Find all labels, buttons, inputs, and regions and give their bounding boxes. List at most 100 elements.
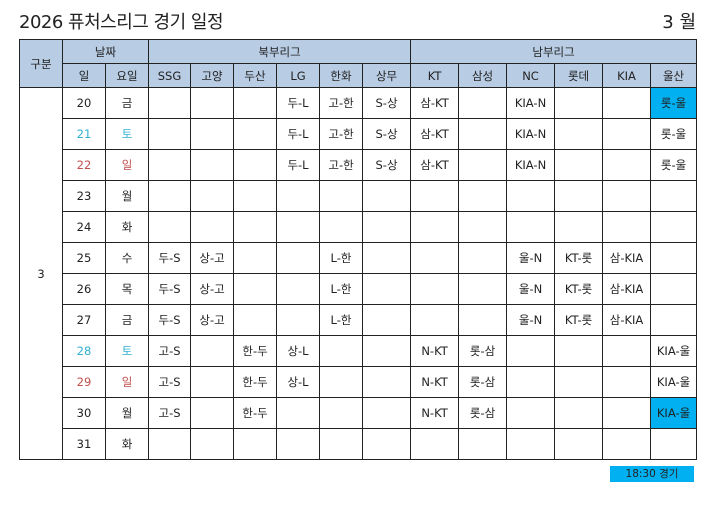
header-team: SSG — [148, 63, 192, 88]
month-label: 3 월 — [662, 12, 696, 33]
game-cell — [602, 180, 652, 212]
game-cell — [233, 149, 278, 181]
weekday-cell: 일 — [104, 366, 150, 398]
weekday-cell: 일 — [104, 149, 150, 181]
day-cell: 26 — [62, 273, 106, 305]
game-cell — [650, 428, 698, 460]
game-cell: L-한 — [319, 273, 364, 305]
header-team: 상무 — [362, 63, 412, 88]
game-cell — [319, 211, 364, 243]
game-cell: 두-S — [148, 304, 192, 336]
game-cell — [190, 335, 235, 367]
weekday-cell: 금 — [104, 304, 150, 336]
game-cell — [276, 211, 321, 243]
table-row: 30 월 고-S 한-두 N-KT 롯-삼 KIA-울 — [20, 397, 698, 429]
game-cell — [650, 211, 698, 243]
game-cell: N-KT — [410, 397, 460, 429]
day-cell: 25 — [62, 242, 106, 274]
table-row: 27 금 두-S 상-고 L-한 울-N KT-롯 삼-KIA — [20, 304, 698, 336]
table-row: 31 화 — [20, 428, 698, 460]
weekday-cell: 월 — [104, 180, 150, 212]
game-cell — [190, 118, 235, 150]
game-cell: 한-두 — [233, 397, 278, 429]
game-cell — [148, 180, 192, 212]
game-cell — [319, 366, 364, 398]
day-cell: 20 — [62, 87, 106, 119]
game-cell: N-KT — [410, 366, 460, 398]
table-row: 22 일 두-L 고-한 S-상 삼-KT KIA-N 롯-울 — [20, 149, 698, 181]
game-cell: 울-N — [506, 304, 556, 336]
game-cell — [650, 242, 698, 274]
game-cell — [362, 180, 412, 212]
game-cell — [362, 242, 412, 274]
day-cell: 31 — [62, 428, 106, 460]
game-cell — [276, 428, 321, 460]
game-cell — [458, 304, 508, 336]
game-cell — [233, 273, 278, 305]
header-team: LG — [276, 63, 321, 88]
game-cell — [458, 273, 508, 305]
table-row: 28 토 고-S 한-두 상-L N-KT 롯-삼 KIA-울 — [20, 335, 698, 367]
game-cell — [650, 273, 698, 305]
game-cell: KT-롯 — [554, 273, 604, 305]
game-cell — [410, 180, 460, 212]
weekday-cell: 금 — [104, 87, 150, 119]
game-cell — [506, 428, 556, 460]
game-cell: 삼-KIA — [602, 273, 652, 305]
game-cell: 고-한 — [319, 149, 364, 181]
game-cell: 두-S — [148, 242, 192, 274]
game-cell — [233, 180, 278, 212]
game-cell: KIA-울 — [650, 335, 698, 367]
weekday-cell: 목 — [104, 273, 150, 305]
game-cell: KT-롯 — [554, 242, 604, 274]
game-cell: 삼-KIA — [602, 242, 652, 274]
header-group: 구분 — [19, 39, 63, 88]
day-cell: 27 — [62, 304, 106, 336]
game-cell — [602, 118, 652, 150]
game-cell: 두-S — [148, 273, 192, 305]
header-team: 두산 — [233, 63, 278, 88]
game-cell — [602, 397, 652, 429]
weekday-cell: 화 — [104, 211, 150, 243]
game-cell — [650, 180, 698, 212]
game-cell: N-KT — [410, 335, 460, 367]
game-cell: KIA-N — [506, 149, 556, 181]
game-cell — [602, 149, 652, 181]
game-cell — [602, 87, 652, 119]
game-cell — [276, 242, 321, 274]
table-row: 3 20 금 두-L 고-한 S-상 삼-KT KIA-N 롯-울 — [19, 87, 698, 460]
game-cell — [233, 211, 278, 243]
game-cell — [362, 397, 412, 429]
game-cell — [506, 397, 556, 429]
game-cell: 고-S — [148, 397, 192, 429]
game-cell — [148, 428, 192, 460]
game-cell: 롯-울 — [650, 87, 698, 119]
game-cell: L-한 — [319, 242, 364, 274]
game-cell: 한-두 — [233, 366, 278, 398]
game-cell — [190, 397, 235, 429]
game-cell — [410, 273, 460, 305]
game-cell — [362, 304, 412, 336]
table-row: 26 목 두-S 상-고 L-한 울-N KT-롯 삼-KIA — [20, 273, 698, 305]
header-team: 롯데 — [554, 63, 604, 88]
game-cell: 고-S — [148, 335, 192, 367]
game-cell: 롯-울 — [650, 149, 698, 181]
game-cell — [650, 304, 698, 336]
game-cell: 고-한 — [319, 118, 364, 150]
game-cell — [554, 366, 604, 398]
header-team: 울산 — [650, 63, 698, 88]
game-cell — [362, 273, 412, 305]
game-cell — [506, 335, 556, 367]
game-cell — [190, 428, 235, 460]
game-cell: 두-L — [276, 149, 321, 181]
legend-1830-game: 18:30 경기 — [610, 466, 694, 482]
game-cell — [506, 180, 556, 212]
game-cell: KIA-울 — [650, 366, 698, 398]
game-cell: 두-L — [276, 87, 321, 119]
header-team: NC — [506, 63, 556, 88]
day-cell: 30 — [62, 397, 106, 429]
game-cell — [554, 428, 604, 460]
game-cell — [233, 428, 278, 460]
game-cell — [276, 397, 321, 429]
game-cell — [319, 428, 364, 460]
